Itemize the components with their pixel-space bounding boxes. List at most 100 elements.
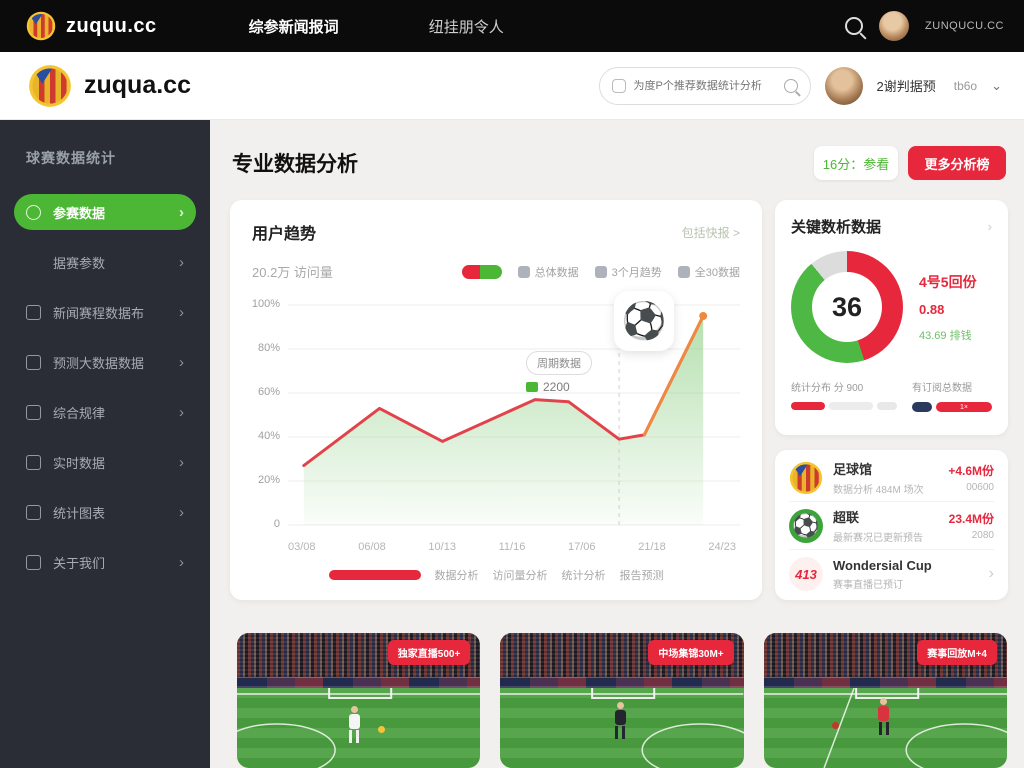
- top-user-text[interactable]: ZUNQUCU.CC: [925, 20, 1004, 32]
- key-data-card: 关键数析数据 › 36 4号5回份 0.88 43.69 排钱 统计分布 分 9…: [775, 200, 1008, 435]
- list-item-note: 2080: [971, 530, 994, 541]
- sidebar-item-3[interactable]: 预测大数据数据 ›: [14, 344, 196, 380]
- y-axis-tick: 40%: [257, 430, 280, 442]
- live-badge[interactable]: 赛事回放M+4: [917, 640, 997, 665]
- player-head: [880, 697, 888, 705]
- trend-card-link[interactable]: 包括快报 >: [681, 225, 740, 240]
- bottom-legend-item[interactable]: 报告预测: [619, 570, 664, 582]
- match-card-2[interactable]: 赛事回放M+4: [763, 633, 1007, 768]
- chevron-right-icon: ›: [179, 503, 184, 521]
- clock-icon: [26, 454, 41, 470]
- sidebar-title: 球赛数据统计: [26, 150, 116, 166]
- header-right: 2谢判据预 tb6o ⌄: [598, 66, 1002, 105]
- match-cards-row: 独家直播500+ 中场集锦30M+: [237, 633, 1007, 768]
- avatar[interactable]: [824, 66, 863, 105]
- bottom-legend: 数据分析 访问量分析 统计分析 报告预测: [252, 567, 740, 583]
- player-head: [350, 705, 358, 713]
- ad-boards: [500, 677, 744, 688]
- username-text[interactable]: 2谢判据预: [876, 79, 936, 94]
- legend-swatch-icon: [677, 265, 690, 278]
- search-icon[interactable]: [845, 17, 864, 35]
- sidebar-item-0[interactable]: 参赛数据 ›: [14, 194, 196, 230]
- sidebar-item-1[interactable]: 据赛参数 ›: [14, 244, 196, 280]
- match-card-0[interactable]: 独家直播500+: [237, 633, 481, 768]
- chevron-right-icon: ›: [179, 403, 184, 421]
- sidebar-item-2[interactable]: 新闻赛程数据布 ›: [14, 294, 196, 330]
- y-axis-tick: 100%: [251, 298, 280, 310]
- y-axis-tick: 80%: [257, 342, 280, 354]
- x-axis-tick: 11/16: [498, 541, 526, 553]
- trend-legend: 总体数据 3个月趋势 全30数据: [461, 264, 740, 280]
- sidebar-item-4[interactable]: 综合规律 ›: [14, 394, 196, 430]
- more-analysis-button[interactable]: 更多分析榜: [908, 146, 1006, 180]
- search-icon[interactable]: [783, 78, 798, 93]
- y-axis-tick: 60%: [257, 386, 280, 398]
- list-item-1[interactable]: ⚽ 超联 最新赛况已更新预告 23.4M份 2080: [789, 502, 994, 550]
- avatar[interactable]: [879, 11, 910, 41]
- x-axis-tick: 10/13: [428, 541, 456, 553]
- club-crest-icon: [789, 461, 823, 494]
- filter-icon: [611, 78, 626, 93]
- list-item-title: 足球馆: [833, 462, 873, 477]
- trend-plot: 100% 80% 60% 40% 20% 0 周期数据 2200 ⚽: [252, 291, 740, 537]
- chart-tooltip: 周期数据 2200: [526, 351, 622, 394]
- bar-segment-red: [791, 402, 825, 410]
- chevron-right-icon[interactable]: ›: [987, 219, 992, 234]
- legend-chip[interactable]: 3个月趋势: [594, 264, 662, 280]
- subscription-bar: 1×: [912, 402, 992, 412]
- soccer-ball-icon: ⚽: [789, 508, 823, 543]
- sidebar: 球赛数据统计 参赛数据 › 据赛参数 › 新闻赛程数据布 › 预测大数据数据 ›…: [0, 120, 210, 768]
- no-icon: [26, 255, 41, 270]
- sidebar-item-6[interactable]: 统计图表 ›: [14, 494, 196, 530]
- top-nav: 综参新闻报词 纽挂朋令人: [249, 16, 504, 37]
- player-head: [616, 702, 624, 710]
- series-toggle-pill[interactable]: [461, 264, 502, 279]
- chevron-down-icon[interactable]: ⌄: [991, 77, 1002, 93]
- tooltip-label: 周期数据: [526, 351, 592, 375]
- trend-stat-text: 20.2万 访问量: [252, 265, 333, 280]
- monitor-icon: [26, 304, 41, 320]
- search-bar[interactable]: [598, 66, 811, 105]
- x-axis-tick: 21/18: [638, 541, 666, 553]
- sidebar-item-7[interactable]: 关于我们 ›: [14, 544, 196, 580]
- pitch-lines: [500, 688, 744, 768]
- sidebar-item-5[interactable]: 实时数据 ›: [14, 444, 196, 480]
- series-pill[interactable]: [328, 570, 421, 580]
- match-card-1[interactable]: 中场集锦30M+: [500, 633, 744, 768]
- y-axis-tick: 20%: [257, 474, 280, 486]
- distribution-bar: [791, 402, 897, 410]
- list-item-2[interactable]: 413 Wondersial Cup 赛事直播已预订 ›: [789, 550, 994, 598]
- sidebar-item-label: 综合规律: [53, 405, 106, 421]
- top-logo-text[interactable]: zuquu.cc: [66, 14, 157, 37]
- doc-icon: [26, 354, 41, 370]
- bottom-legend-item[interactable]: 访问量分析: [492, 570, 548, 582]
- bottom-legend-item[interactable]: 统计分析: [561, 570, 606, 582]
- sidebar-item-label: 据赛参数: [53, 255, 106, 271]
- secondary-action-button[interactable]: 16分：参看: [814, 146, 898, 180]
- live-badge[interactable]: 中场集锦30M+: [648, 640, 734, 665]
- list-item-0[interactable]: 足球馆 数据分析 484M 场次 +4.6M份 00600: [789, 454, 994, 502]
- ball-icon: [831, 721, 839, 729]
- player-torso: [878, 705, 890, 721]
- legend-chip[interactable]: 总体数据: [517, 264, 579, 280]
- donut-chart[interactable]: 36: [791, 251, 903, 363]
- bar-segment-gray2: [877, 402, 897, 410]
- soccer-ball-icon: ⚽: [614, 291, 674, 351]
- target-icon: [26, 204, 41, 220]
- key-foot-left: 统计分布 分 900: [791, 379, 897, 412]
- top-nav-item-news[interactable]: 综参新闻报词: [248, 18, 339, 36]
- folder-icon: [26, 504, 41, 520]
- bottom-legend-item[interactable]: 数据分析: [434, 570, 479, 582]
- legend-chips: 总体数据 3个月趋势 全30数据: [517, 264, 740, 280]
- top-nav-item-secondary[interactable]: 纽挂朋令人: [428, 18, 504, 36]
- legend-chip[interactable]: 全30数据: [677, 264, 740, 280]
- sidebar-item-label: 统计图表: [53, 505, 106, 521]
- legend-swatch-icon: [517, 265, 530, 278]
- list-item-note: 00600: [966, 482, 994, 493]
- site-logo-text[interactable]: zuqua.cc: [84, 71, 191, 99]
- x-axis-labels: 03/08 06/08 10/13 11/16 17/06 21/18 24/23: [288, 541, 740, 553]
- live-badge[interactable]: 独家直播500+: [387, 640, 471, 665]
- player-figure: [348, 705, 360, 743]
- search-input[interactable]: [633, 79, 776, 92]
- y-axis-labels: 100% 80% 60% 40% 20% 0: [252, 295, 288, 537]
